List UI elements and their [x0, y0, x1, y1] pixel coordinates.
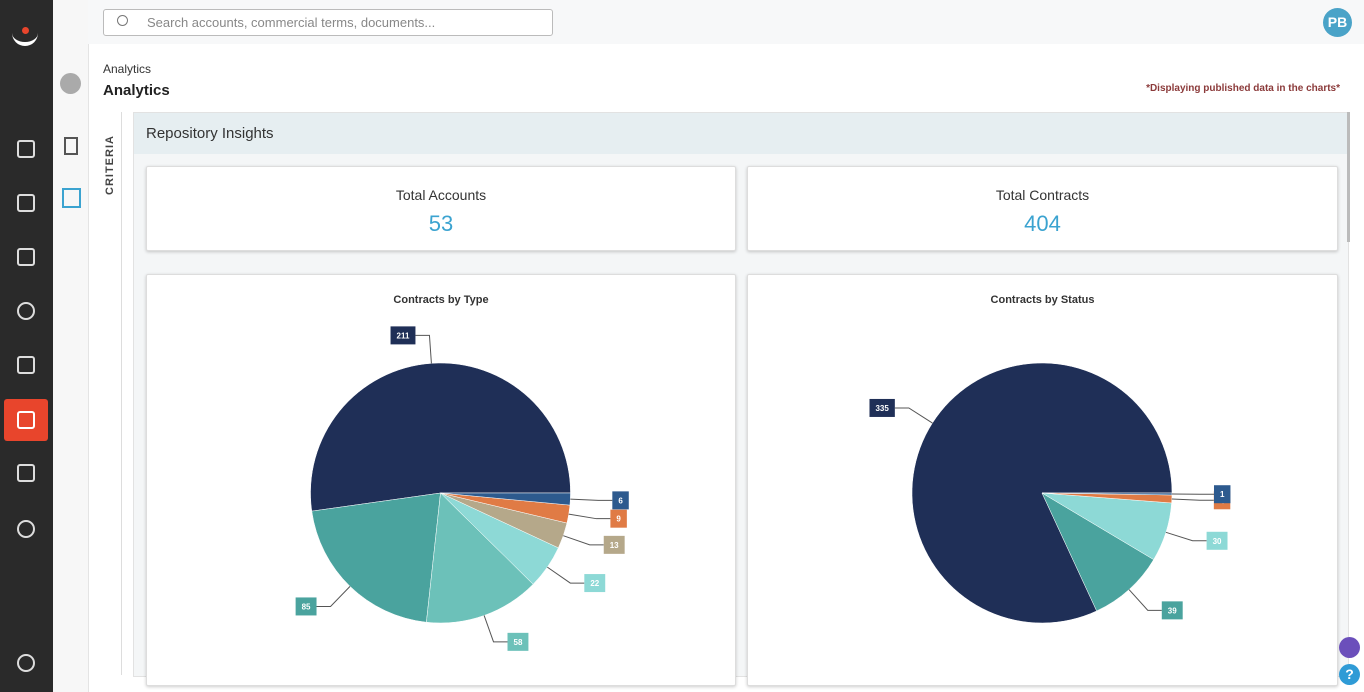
leader-line [894, 407, 933, 424]
help-button[interactable]: ? [1339, 664, 1360, 685]
nav-active[interactable] [4, 399, 48, 441]
panel-title: Repository Insights [146, 125, 274, 142]
data-label-box [869, 398, 895, 417]
stat-label: Total Contracts [995, 187, 1090, 203]
pie-slice [440, 492, 571, 506]
data-label-box [584, 574, 606, 593]
stat-card: Total Contracts 404 [747, 166, 1338, 251]
leader-line [1128, 589, 1162, 611]
leader-line [568, 513, 611, 520]
data-label: 30 [1213, 537, 1222, 546]
leader-line [483, 615, 508, 643]
data-label: 335 [875, 404, 889, 413]
leader-line [547, 566, 585, 584]
leader-line [1165, 531, 1207, 542]
pie-slice [310, 362, 571, 512]
page-title: Analytics [103, 82, 170, 99]
pie-slice [311, 492, 441, 623]
leader-line [415, 334, 432, 364]
nav-icon[interactable] [17, 302, 35, 320]
sub-nav [53, 0, 89, 692]
sidebar [0, 0, 53, 692]
pie-slice [426, 492, 534, 624]
data-label: 39 [1168, 606, 1177, 615]
data-label: 58 [514, 638, 523, 647]
search-placeholder: Search accounts, commercial terms, docum… [147, 15, 436, 30]
nav-icon[interactable] [17, 248, 35, 266]
avatar[interactable]: PB [1323, 8, 1352, 37]
data-label: 211 [397, 331, 410, 340]
leader-line [316, 585, 351, 607]
pie-slice [1041, 492, 1154, 612]
leader-line [1171, 498, 1214, 501]
doc-icon[interactable] [64, 137, 78, 155]
settings-icon[interactable] [17, 654, 35, 672]
analytics-icon[interactable] [62, 188, 81, 208]
data-label: 6 [618, 496, 623, 505]
data-label-box [507, 632, 529, 651]
data-label: 22 [590, 579, 599, 588]
data-label: 85 [302, 602, 311, 611]
nav-icon[interactable] [17, 356, 35, 374]
scrollbar[interactable] [1347, 112, 1350, 242]
breadcrumb[interactable]: Analytics [103, 62, 152, 76]
panel-header [134, 113, 1348, 154]
leader-line [570, 498, 613, 501]
stat-card: Total Accounts 53 [146, 166, 736, 251]
divider [121, 112, 122, 675]
chart: Contracts by Type 211 85 58 22 13 9 6 [295, 294, 629, 651]
data-label-box [1213, 485, 1231, 504]
data-label: 1 [1220, 490, 1225, 499]
data-label-box [390, 326, 416, 345]
expand-button[interactable] [60, 73, 81, 94]
nav-icon [17, 411, 35, 429]
nav-icon[interactable] [17, 194, 35, 212]
chart-card: Contracts by Status335393041 [747, 274, 1338, 686]
data-label-box [1161, 601, 1183, 620]
pie-slice [911, 362, 1173, 624]
search-box[interactable]: Search accounts, commercial terms, docum… [103, 9, 553, 36]
stat-label: Total Accounts [395, 187, 487, 203]
stat-value[interactable]: 404 [1024, 211, 1061, 236]
data-label-box [1206, 531, 1228, 550]
data-label: 13 [610, 541, 619, 550]
note: *Displaying published data in the charts… [1146, 83, 1340, 94]
search-icon [117, 15, 128, 26]
data-label-box [612, 491, 629, 510]
data-label: 9 [616, 515, 621, 524]
nav-icon[interactable] [17, 140, 35, 158]
logo-dot [22, 27, 29, 34]
logo [12, 30, 38, 46]
chart-title: Contracts by Type [393, 294, 488, 306]
criteria-tab[interactable]: CRITERIA [104, 135, 116, 195]
nav-icon[interactable] [17, 520, 35, 538]
tips-button[interactable] [1339, 637, 1360, 658]
stat-value[interactable]: 53 [428, 211, 454, 236]
chart-card: Contracts by Type 211 85 58 22 13 9 6 [146, 274, 736, 686]
leader-line [563, 535, 604, 546]
nav-icon[interactable] [17, 464, 35, 482]
chart-title: Contracts by Status [991, 294, 1095, 306]
data-label-box [610, 509, 627, 528]
chart: Contracts by Status335393041 [869, 294, 1231, 624]
data-label-box [603, 535, 625, 554]
data-label-box [295, 597, 317, 616]
